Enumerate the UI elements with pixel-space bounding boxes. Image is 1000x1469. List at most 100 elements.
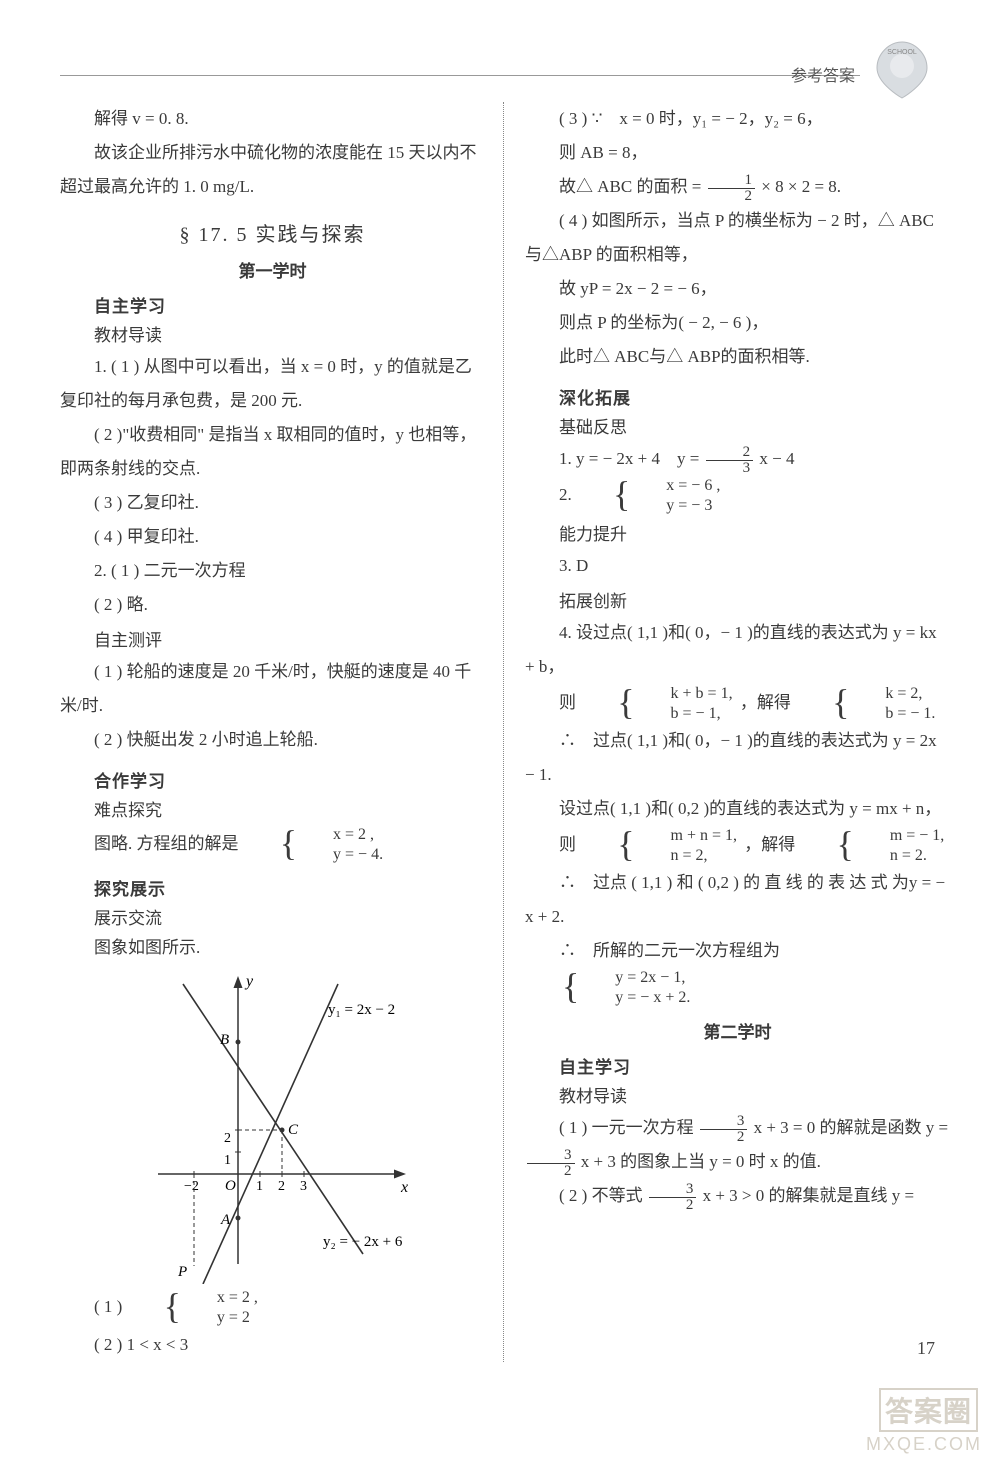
svg-text:SCHOOL: SCHOOL [887, 49, 917, 56]
text-fragment: 1. y = − 2x + 4 y = [559, 449, 704, 468]
header-rule [60, 75, 860, 76]
page-number: 17 [917, 1338, 935, 1359]
eq-row: x = 2 , [299, 825, 383, 845]
fraction: 3 2 [700, 1114, 748, 1145]
eq-row: y = − 3 [632, 496, 720, 516]
body-text: 则 AB = 8， [525, 136, 950, 170]
text-fragment: ，解得 [740, 693, 791, 712]
eq-row: x = − 6 , [632, 476, 720, 496]
text-fragment: ∴ 所解的二元一次方程组为 [559, 941, 780, 960]
text-fragment: x + 3 > 0 的解集就是直线 y = [703, 1186, 915, 1205]
svg-text:3: 3 [300, 1179, 307, 1194]
body-text: 此时△ ABC与△ ABP的面积相等. [525, 340, 950, 374]
text-fragment: 2. [559, 485, 576, 504]
body-text: 则 { k + b = 1, b = − 1, ，解得 { k = 2, b =… [525, 684, 950, 724]
label-text: 自主测评 [60, 626, 485, 651]
body-text: ( 4 ) 如图所示，当点 P 的横坐标为 − 2 时，△ ABC与△ABP 的… [525, 204, 950, 272]
text-fragment: x + 3 的图象上当 y = 0 时 x 的值. [581, 1152, 821, 1171]
svg-text:A: A [220, 1212, 231, 1228]
text-fragment: 则 [559, 835, 576, 854]
label-text: 拓展创新 [525, 587, 950, 612]
body-text: 图略. 方程组的解是 { x = 2 , y = − 4. [60, 825, 485, 865]
body-text: 故该企业所排污水中硫化物的浓度能在 15 天以内不超过最高允许的 1. 0 mg… [60, 136, 485, 204]
header-label: 参考答案 [791, 62, 855, 86]
body-text: 1. y = − 2x + 4 y = 2 3 x − 4 [525, 442, 950, 476]
text-fragment: ，解得 [744, 835, 795, 854]
body-text: 4. 设过点( 1,1 )和( 0，− 1 )的直线的表达式为 y = kx +… [525, 616, 950, 684]
fraction: 3 2 [527, 1148, 575, 1179]
body-text: ( 1 ) 一元一次方程 3 2 x + 3 = 0 的解就是函数 y = 3 … [525, 1111, 950, 1179]
text-fragment: 图略. 方程组的解是 [94, 834, 239, 853]
body-text: ( 4 ) 甲复印社. [60, 520, 485, 554]
svg-text:y₁ = 2x − 2: y₁ = 2x − 2 [328, 1002, 395, 1018]
text-fragment: 故△ ABC 的面积 = [559, 177, 706, 196]
eq-row: y = 2 [183, 1308, 258, 1328]
body-text: 故△ ABC 的面积 = 1 2 × 8 × 2 = 8. [525, 170, 950, 204]
equation-system: { k + b = 1, b = − 1, [583, 684, 732, 724]
body-text: 2. { x = − 6 , y = − 3 [525, 476, 950, 516]
body-text: ( 3 ) ∵ x = 0 时，y₁ = − 2，y₂ = 6， [525, 102, 950, 136]
eq-row: m = − 1, [856, 826, 945, 846]
watermark-top: 答案圈 [866, 1388, 982, 1432]
fraction: 2 3 [706, 445, 754, 476]
label-text: 难点探究 [60, 796, 485, 821]
label-text: 基础反思 [525, 413, 950, 438]
equation-system: { m = − 1, n = 2. [803, 826, 945, 866]
eq-row: y = − x + 2. [581, 988, 690, 1008]
watermark: 答案圈 MXQE.COM [866, 1388, 982, 1455]
school-badge-icon: SCHOOL [875, 40, 930, 100]
body-text: 设过点( 1,1 )和( 0,2 )的直线的表达式为 y = mx + n， [525, 792, 950, 826]
text-fragment: ( 1 ) [94, 1297, 127, 1316]
svg-text:y: y [244, 973, 254, 990]
text-fragment: 则 [559, 693, 576, 712]
eq-row: m + n = 1, [637, 826, 738, 846]
text-fragment: x − 4 [759, 449, 794, 468]
section-title: § 17. 5 实践与探索 [60, 218, 485, 247]
right-column: ( 3 ) ∵ x = 0 时，y₁ = − 2，y₂ = 6， 则 AB = … [507, 102, 950, 1362]
body-text: 2. ( 1 ) 二元一次方程 [60, 554, 485, 588]
text-fragment: x + 3 = 0 的解就是函数 y = [754, 1118, 949, 1137]
body-text: ( 2 ) 1 < x < 3 [60, 1328, 485, 1362]
subsection-title: 自主学习 [525, 1053, 950, 1078]
eq-row: n = 2, [637, 846, 738, 866]
body-text: ∴ 过点 ( 1,1 ) 和 ( 0,2 ) 的 直 线 的 表 达 式 为y … [525, 866, 950, 934]
eq-row: b = − 1, [637, 704, 733, 724]
text-fragment: × 8 × 2 = 8. [761, 177, 841, 196]
left-column: 解得 v = 0. 8. 故该企业所排污水中硫化物的浓度能在 15 天以内不超过… [60, 102, 500, 1362]
eq-row: b = − 1. [851, 704, 935, 724]
body-text: ( 2 )"收费相同" 是指当 x 取相同的值时，y 也相等，即两条射线的交点. [60, 418, 485, 486]
period-title: 第二学时 [525, 1018, 950, 1043]
fraction: 3 2 [649, 1182, 697, 1213]
svg-text:2: 2 [278, 1179, 285, 1194]
body-text: ( 1 ) 轮船的速度是 20 千米/时，快艇的速度是 40 千米/时. [60, 655, 485, 723]
equation-system: { x = 2 , y = − 4. [246, 825, 383, 865]
body-text: ( 2 ) 不等式 3 2 x + 3 > 0 的解集就是直线 y = [525, 1179, 950, 1213]
subsection-title: 深化拓展 [525, 384, 950, 409]
body-text: 图象如图所示. [60, 933, 485, 958]
body-text: ∴ 过点( 1,1 )和( 0，− 1 )的直线的表达式为 y = 2x − 1… [525, 724, 950, 792]
eq-row: k + b = 1, [637, 684, 733, 704]
svg-text:x: x [400, 1179, 408, 1196]
svg-text:−2: −2 [184, 1179, 199, 1194]
watermark-bottom: MXQE.COM [866, 1434, 982, 1455]
subsection-title: 探究展示 [60, 875, 485, 900]
label-text: 能力提升 [525, 520, 950, 545]
svg-text:1: 1 [224, 1153, 231, 1168]
body-text: ( 2 ) 略. [60, 588, 485, 622]
subsection-title: 自主学习 [60, 292, 485, 317]
body-text: ( 1 ) { x = 2 , y = 2 [60, 1288, 485, 1328]
body-text: 3. D [525, 549, 950, 583]
body-text: 则 { m + n = 1, n = 2, ，解得 { m = − 1, n =… [525, 826, 950, 866]
body-text: ( 3 ) 乙复印社. [60, 486, 485, 520]
text-fragment: ( 2 ) 不等式 [559, 1186, 647, 1205]
eq-row: k = 2, [851, 684, 935, 704]
svg-text:O: O [225, 1178, 236, 1194]
equation-system: { m + n = 1, n = 2, [583, 826, 737, 866]
equation-system: { k = 2, b = − 1. [798, 684, 935, 724]
equation-system: { x = 2 , y = 2 [130, 1288, 258, 1328]
svg-text:P: P [177, 1264, 187, 1280]
body-text: 解得 v = 0. 8. [60, 102, 485, 136]
body-text: ( 2 ) 快艇出发 2 小时追上轮船. [60, 723, 485, 757]
svg-text:B: B [220, 1032, 229, 1048]
eq-row: y = 2x − 1, [581, 968, 690, 988]
